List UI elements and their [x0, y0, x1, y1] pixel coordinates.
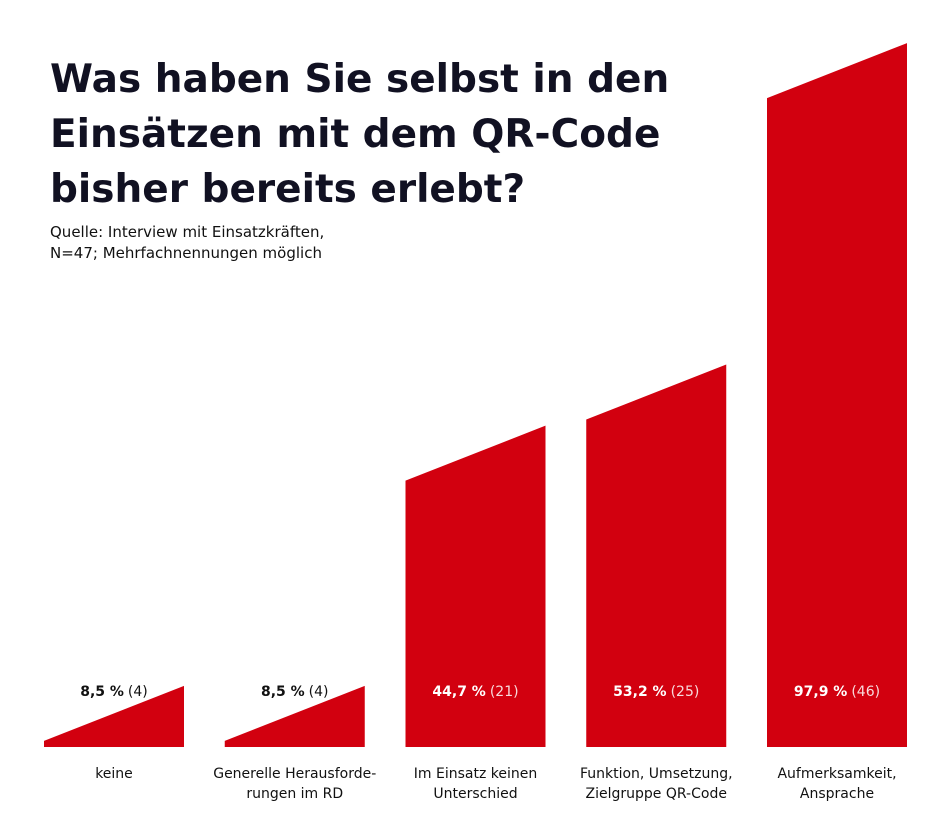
- value-label-count: (46): [851, 684, 880, 700]
- value-label-count: (4): [309, 684, 329, 700]
- value-label-number: 8,5 %: [80, 684, 124, 700]
- value-label-count: (21): [490, 684, 519, 700]
- bar: [405, 425, 546, 747]
- chart-subtitle: Quelle: Interview mit Einsatzkräften, N=…: [50, 223, 325, 262]
- bar: [44, 685, 184, 747]
- bar: [224, 685, 365, 747]
- bar: [767, 43, 907, 747]
- value-label-number: 53,2 %: [613, 684, 666, 700]
- value-label-number: 97,9 %: [794, 684, 847, 700]
- value-label: 53,2 % (25): [613, 684, 699, 700]
- value-label-number: 8,5 %: [261, 684, 305, 700]
- value-label: 97,9 % (46): [794, 684, 880, 700]
- value-label-count: (4): [128, 684, 148, 700]
- value-label-count: (25): [671, 684, 700, 700]
- value-label: 8,5 % (4): [80, 684, 148, 700]
- value-label: 44,7 % (21): [432, 684, 518, 700]
- x-tick-label: Im Einsatz keinen Unterschied: [413, 766, 538, 802]
- chart-title: Was haben Sie selbst in den Einsätzen mi…: [50, 57, 670, 212]
- value-label-number: 44,7 %: [432, 684, 485, 700]
- bar: [586, 364, 727, 747]
- x-tick-label: Funktion, Umsetzung, Zielgruppe QR-Code: [579, 766, 733, 802]
- value-label: 8,5 % (4): [261, 684, 329, 700]
- x-tick-label: keine: [95, 766, 133, 782]
- x-tick-label: Aufmerksamkeit, Ansprache: [777, 766, 897, 802]
- x-tick-label: Generelle Herausforde- rungen im RD: [213, 766, 377, 802]
